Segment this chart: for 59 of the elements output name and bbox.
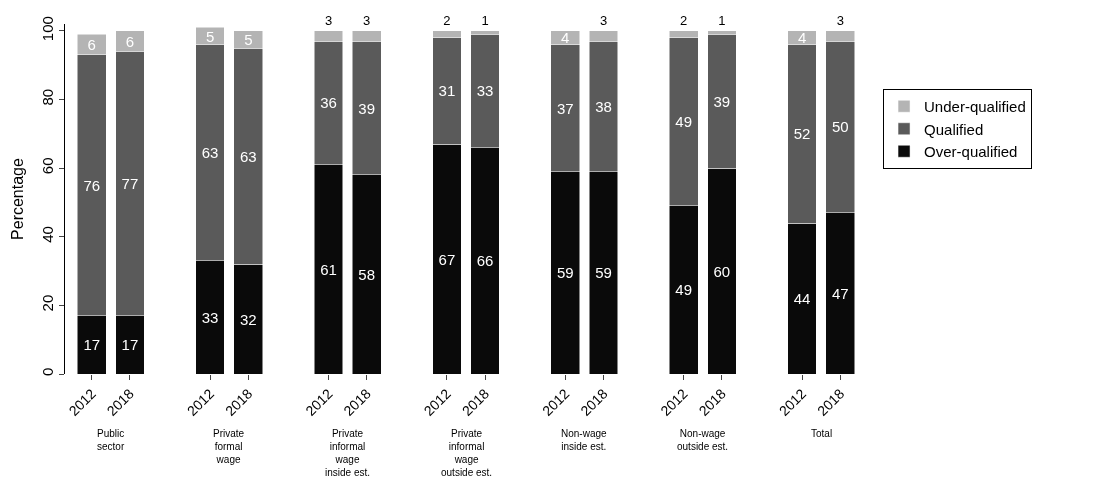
data-label: 36 [320,94,337,112]
data-label: 17 [121,336,139,354]
data-label: 58 [358,265,376,283]
data-label: 76 [83,176,101,194]
data-label: 2 [680,12,688,28]
data-label: 3 [599,12,608,28]
data-label: 39 [713,92,731,110]
data-label: 50 [831,118,849,136]
legend-label: Under-qualified [924,98,1026,116]
data-label: 63 [239,147,257,165]
data-label: 3 [836,12,844,28]
data-label: 6 [87,36,96,54]
data-label: 31 [438,82,456,100]
data-label: 59 [595,264,612,282]
text: Non-wage outside est. [677,428,729,452]
data-label: 2 [443,12,451,28]
data-label: 5 [205,27,215,45]
y-tick-label: 20 [39,294,56,312]
data-label: 6 [125,32,135,50]
data-label: 66 [476,252,494,270]
text: Non-wage inside est. [561,428,608,452]
data-label: 32 [239,310,257,328]
text: Private informal wage outside est. [441,428,493,478]
data-label: 60 [713,262,731,280]
data-label: 47 [831,284,849,302]
data-label: 17 [83,336,101,354]
y-tick-label: 100 [39,16,56,42]
data-label: 1 [481,12,489,28]
data-label: 52 [793,125,811,143]
y-tick-label: 60 [39,157,56,175]
data-label: 59 [556,264,574,282]
data-label: 61 [320,260,337,278]
data-label: 49 [675,113,693,131]
y-tick-label: 80 [39,88,56,106]
data-label: 33 [476,82,494,100]
y-axis-title: Percentage [9,157,26,240]
text: Total [811,428,833,439]
data-label: 37 [556,99,574,117]
legend-label: Qualified [924,120,984,138]
data-label: 63 [201,144,219,162]
y-tick-label: 0 [39,367,56,376]
data-label: 4 [797,29,807,47]
data-label: 77 [121,175,139,193]
data-label: 67 [438,250,456,268]
data-label: 5 [244,30,253,48]
data-label: 4 [561,29,570,47]
data-label: 3 [324,12,333,28]
text: Public sector [97,428,125,452]
text: Private formal wage [213,428,245,465]
data-label: 44 [793,290,811,308]
data-label: 49 [675,281,693,299]
data-label: 33 [201,308,219,326]
data-label: 39 [358,99,376,117]
y-tick-label: 40 [39,226,56,243]
data-label: 1 [718,12,726,28]
text: Private informal wage inside est. [325,428,371,478]
legend-label: Over-qualified [924,143,1018,161]
data-label: 3 [363,12,371,28]
data-label: 38 [595,97,612,115]
